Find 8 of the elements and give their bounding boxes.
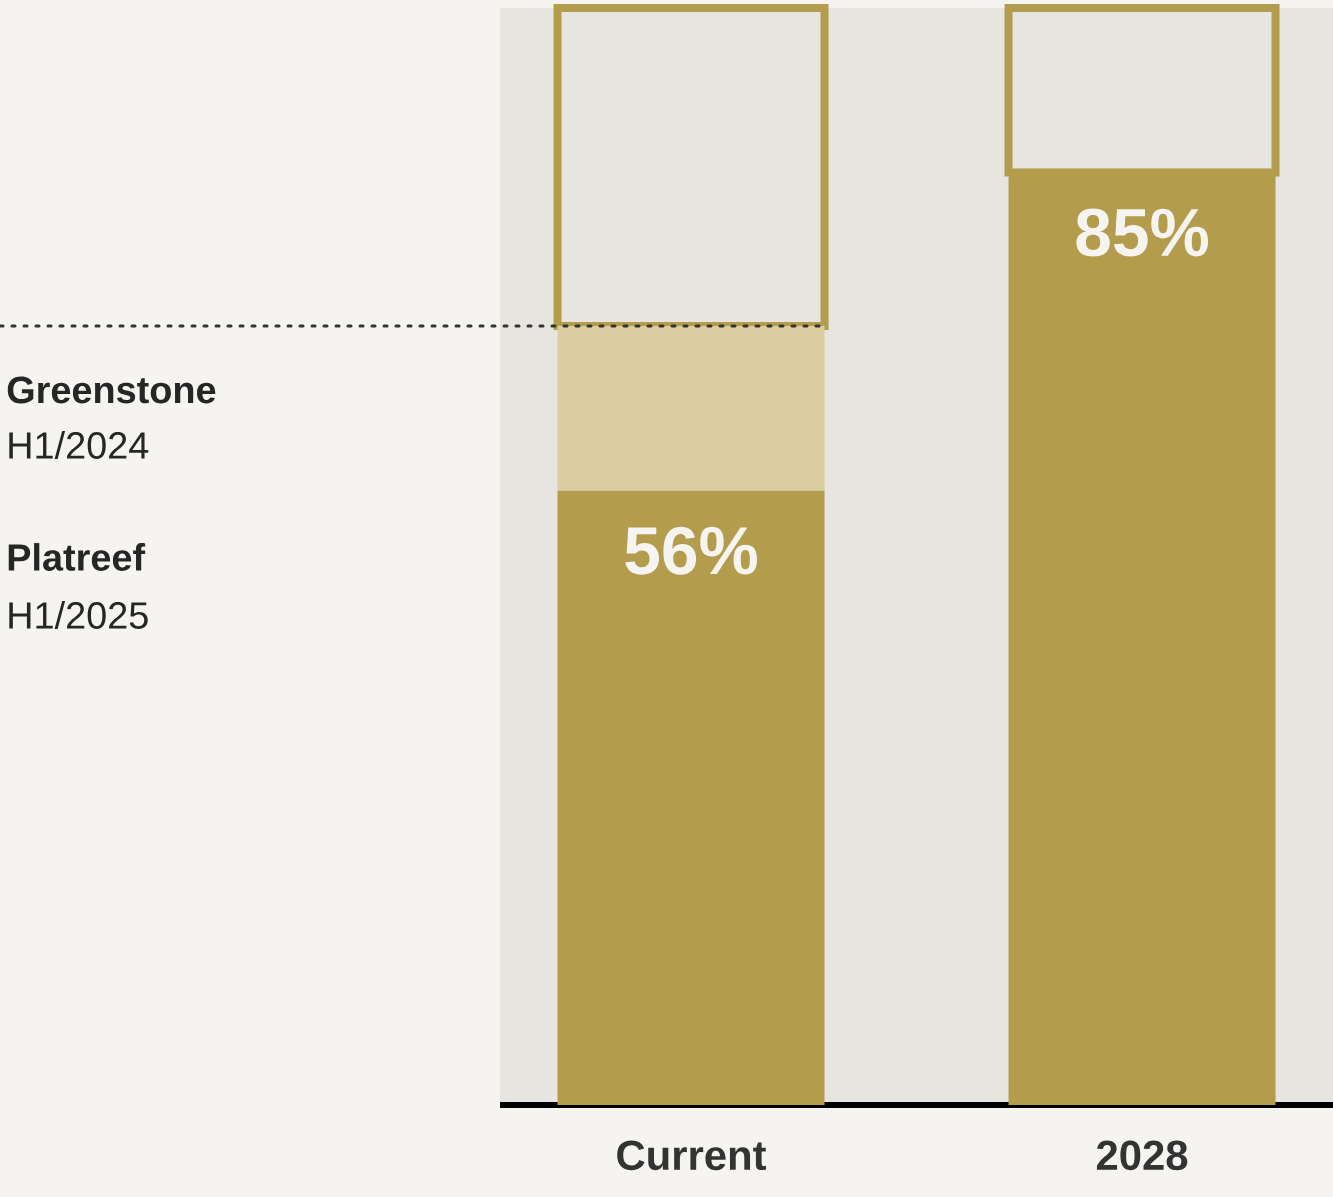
data-label: 56% [625, 526, 758, 575]
x-tick-label: Current [617, 1140, 767, 1171]
text: H1/2025 [9, 601, 148, 629]
text: Greenstone [7, 376, 216, 404]
data-label: 85% [1076, 208, 1209, 257]
text: Platreef [8, 543, 146, 571]
text: H1/2024 [9, 431, 149, 459]
x-tick-label: 2028 [1096, 1140, 1188, 1171]
